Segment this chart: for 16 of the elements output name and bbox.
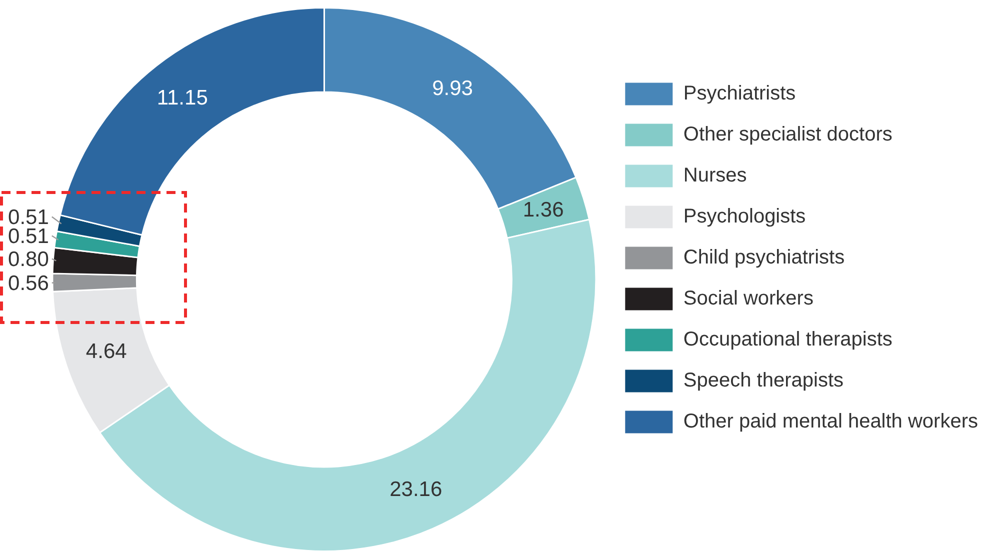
data-label: 1.36 [522, 198, 564, 222]
legend-label: Child psychiatrists [683, 246, 845, 269]
legend-label: Psychiatrists [683, 82, 796, 105]
data-label: 0.56 [8, 272, 49, 295]
data-label: 0.80 [8, 248, 49, 271]
legend-label: Other specialist doctors [683, 124, 892, 146]
data-label: 23.16 [390, 478, 442, 501]
legend-label: Occupational therapists [683, 328, 892, 351]
data-label: 4.64 [86, 340, 128, 363]
legend-label: Nurses [683, 164, 747, 187]
legend-label: Psychologists [683, 206, 806, 228]
legend-label: Social workers [683, 288, 814, 310]
data-label: 11.15 [156, 86, 208, 110]
data-label: 9.93 [432, 76, 473, 100]
legend-label: Speech therapists [683, 370, 844, 392]
legend-label: Other paid mental health workers [683, 410, 978, 433]
